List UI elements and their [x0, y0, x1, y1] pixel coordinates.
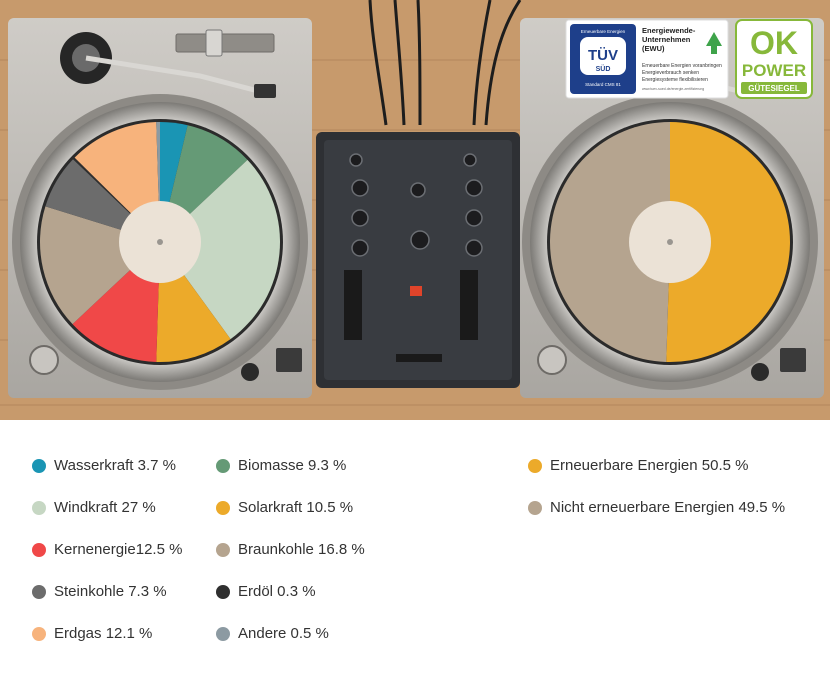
- legend-item-windkraft: Windkraft 27 %: [32, 499, 156, 516]
- right-start-button: [537, 345, 567, 375]
- legend-swatch: [32, 626, 46, 641]
- legend-item-braunkohle: Braunkohle 16.8 %: [216, 541, 365, 558]
- tuv-claim-1: Erneuerbare Energien voranbringen: [642, 63, 722, 69]
- legend-label: Biomasse 9.3 %: [238, 457, 347, 474]
- okpower-line1: OK: [750, 25, 798, 61]
- legend-label: Solarkraft 10.5 %: [238, 499, 354, 516]
- legend-item-solarkraft: Solarkraft 10.5 %: [216, 499, 353, 516]
- left-cartridge: [254, 84, 276, 98]
- legend-label: Erdöl 0.3 %: [238, 583, 316, 600]
- mixer-channel-fader-right: [460, 270, 478, 340]
- legend-swatch: [32, 584, 46, 599]
- turntable-photo: Erneuerbare Energien TÜV SÜD Standard CM…: [0, 0, 830, 420]
- pie-chart-renewable-split: [549, 122, 790, 362]
- legend-swatch: [216, 584, 230, 599]
- pie-slice-windkraft: [160, 159, 280, 340]
- okpower-line2: POWER: [742, 61, 806, 80]
- legend-item-andere: Andere 0.5 %: [216, 625, 329, 642]
- legend-item-wasserkraft: Wasserkraft 3.7 %: [32, 457, 176, 474]
- legend-swatch: [528, 500, 542, 515]
- pie-slice-erneuerbare-energien: [666, 122, 790, 362]
- cables: [368, 0, 522, 126]
- tuv-title-text: Energiewende- Unternehmen (EWU): [642, 26, 697, 53]
- legend-swatch: [32, 458, 46, 473]
- legend-item-biomasse: Biomasse 9.3 %: [216, 457, 346, 474]
- tuv-url: www.tuev-sued.de/energie-zertifizierung: [642, 87, 704, 91]
- mixer-channel-fader-left: [344, 270, 362, 340]
- left-start-button: [29, 345, 59, 375]
- legend-swatch: [216, 500, 230, 515]
- tuv-sub-text: SÜD: [596, 64, 611, 73]
- legend-swatch: [216, 542, 230, 557]
- legend-item-erdöl: Erdöl 0.3 %: [216, 583, 316, 600]
- mixer-crossfader: [396, 354, 442, 362]
- legend-swatch: [216, 626, 230, 641]
- legend-label: Andere 0.5 %: [238, 625, 329, 642]
- okpower-line3: GÜTESIEGEL: [748, 84, 800, 93]
- legend-item-steinkohle: Steinkohle 7.3 %: [32, 583, 167, 600]
- legend-swatch: [216, 458, 230, 473]
- mixer-knobs: [349, 153, 483, 257]
- legend-label: Wasserkraft 3.7 %: [54, 457, 176, 474]
- tuv-arrow-icon: [706, 32, 722, 54]
- legend-label: Braunkohle 16.8 %: [238, 541, 365, 558]
- tuv-claim-2: Energieverbrauch senken: [642, 70, 699, 76]
- legend-label: Kernenergie12.5 %: [54, 541, 183, 558]
- right-spindle: [667, 239, 673, 245]
- legend-label: Erdgas 12.1 %: [54, 625, 153, 642]
- legend-swatch: [32, 542, 46, 557]
- tuv-brand-text: TÜV: [588, 47, 618, 64]
- legend-label: Steinkohle 7.3 %: [54, 583, 167, 600]
- left-tonearm: [85, 55, 263, 95]
- legend-label: Nicht erneuerbare Energien 49.5 %: [550, 499, 786, 516]
- left-pitch-slider: [175, 33, 275, 53]
- pie-slice-nicht-erneuerbare-energien: [549, 122, 670, 362]
- legend-item-nicht-erneuerbare-energien: Nicht erneuerbare Energien 49.5 %: [528, 499, 785, 516]
- legend-swatch: [32, 500, 46, 515]
- mixer-panel: [324, 140, 512, 380]
- tuv-top-text: Erneuerbare Energien: [581, 29, 626, 34]
- tuv-standard-text: Standard CMS 81: [585, 82, 621, 87]
- right-target-light: [751, 363, 769, 381]
- legend-item-kernenergie: Kernenergie12.5 %: [32, 541, 182, 558]
- right-speed-button: [780, 348, 806, 372]
- left-speed-button: [276, 348, 302, 372]
- left-target-light: [241, 363, 259, 381]
- left-pitch-slider-knob: [205, 29, 223, 57]
- legend-swatch: [528, 458, 542, 473]
- legend-item-erdgas: Erdgas 12.1 %: [32, 625, 152, 642]
- legend-label: Windkraft 27 %: [54, 499, 156, 516]
- legend-item-erneuerbare-energien: Erneuerbare Energien 50.5 %: [528, 457, 748, 474]
- legend-label: Erneuerbare Energien 50.5 %: [550, 457, 749, 474]
- mixer-cue-button: [410, 286, 422, 296]
- tuv-claim-3: Energiesysteme flexibilisieren: [642, 77, 708, 83]
- left-spindle: [157, 239, 163, 245]
- tuv-sued-badge: Erneuerbare Energien TÜV SÜD Standard CM…: [565, 19, 729, 99]
- ok-power-badge: OK POWER GÜTESIEGEL: [735, 19, 813, 99]
